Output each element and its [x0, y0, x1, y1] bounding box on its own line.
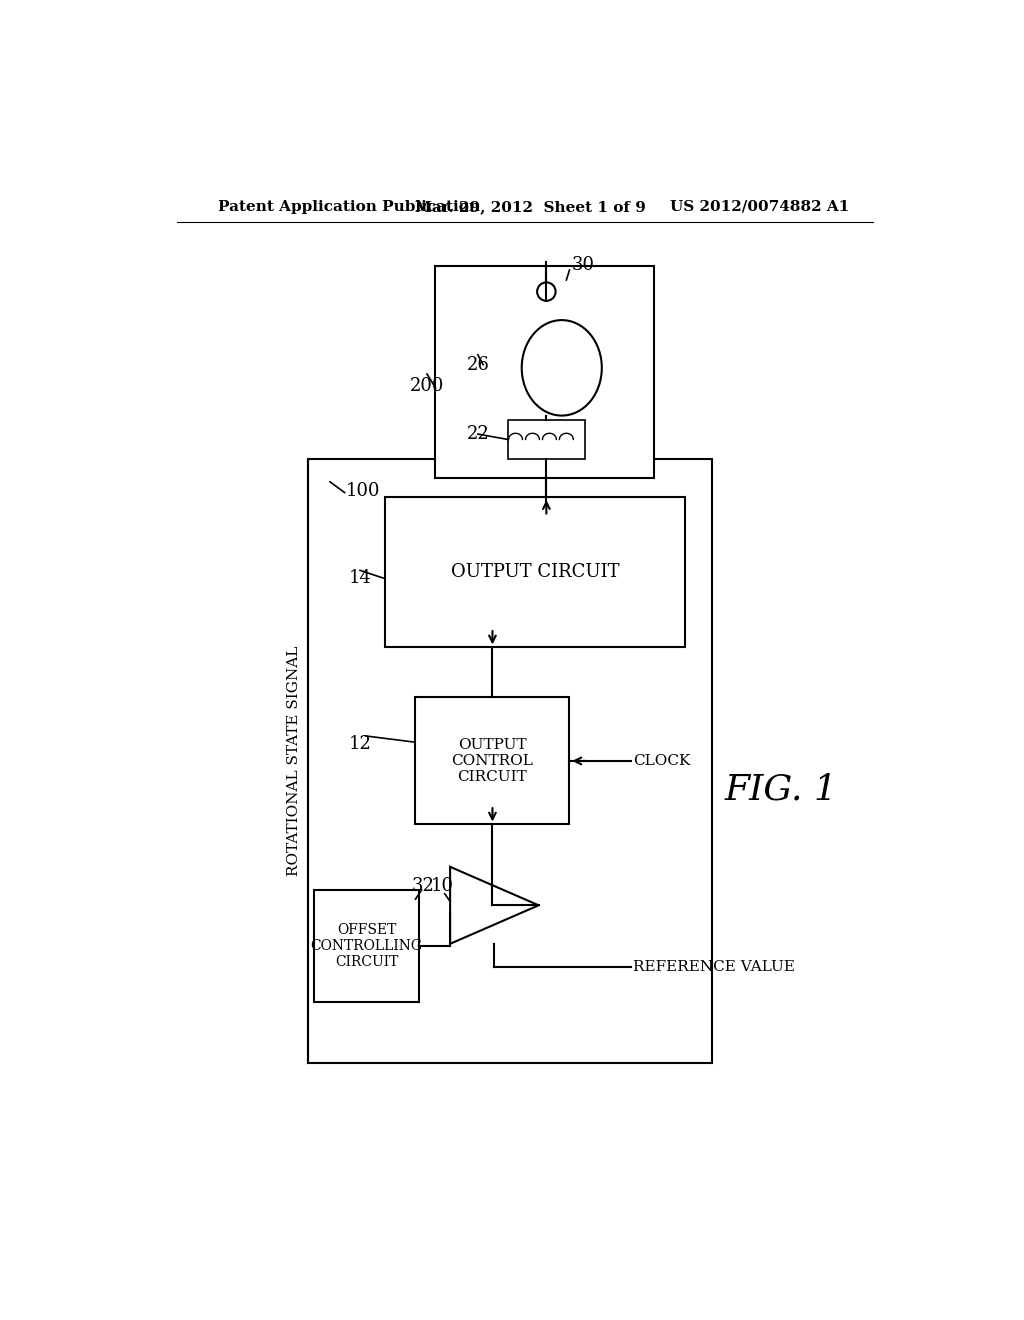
Text: CLOCK: CLOCK	[634, 754, 691, 768]
Text: 12: 12	[348, 735, 372, 752]
Text: OFFSET
CONTROLLING
CIRCUIT: OFFSET CONTROLLING CIRCUIT	[310, 923, 423, 969]
Text: Mar. 29, 2012  Sheet 1 of 9: Mar. 29, 2012 Sheet 1 of 9	[416, 199, 646, 214]
Text: 22: 22	[467, 425, 489, 444]
Bar	[508, 420, 585, 459]
Text: 26: 26	[467, 356, 489, 374]
Bar	[307, 459, 712, 1063]
Text: FIG. 1: FIG. 1	[725, 772, 838, 807]
Bar	[416, 697, 569, 825]
Text: US 2012/0074882 A1: US 2012/0074882 A1	[670, 199, 849, 214]
Text: REFERENCE VALUE: REFERENCE VALUE	[634, 960, 796, 974]
Text: 10: 10	[431, 876, 454, 895]
Text: 100: 100	[346, 482, 381, 500]
Bar	[313, 890, 419, 1002]
Text: OUTPUT CIRCUIT: OUTPUT CIRCUIT	[451, 564, 620, 581]
Text: 14: 14	[348, 569, 372, 587]
Text: ROTATIONAL STATE SIGNAL: ROTATIONAL STATE SIGNAL	[287, 645, 301, 876]
Text: Patent Application Publication: Patent Application Publication	[217, 199, 479, 214]
Text: 30: 30	[571, 256, 595, 273]
Bar	[435, 267, 654, 478]
Text: 200: 200	[410, 376, 444, 395]
Text: OUTPUT
CONTROL
CIRCUIT: OUTPUT CONTROL CIRCUIT	[452, 738, 534, 784]
Text: 32: 32	[412, 876, 434, 895]
Bar	[385, 498, 685, 647]
